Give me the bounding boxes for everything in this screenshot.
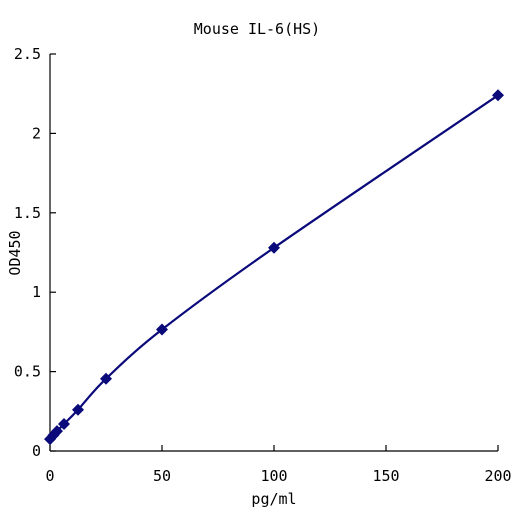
data-point-marker	[72, 403, 84, 416]
data-point-marker	[268, 241, 280, 254]
data-point-marker	[156, 323, 168, 336]
y-tick-label: 2	[32, 124, 41, 142]
x-tick-label: 50	[153, 467, 171, 485]
x-tick-label: 200	[484, 467, 511, 485]
data-markers	[44, 89, 504, 446]
y-axis-label: OD450	[6, 230, 24, 275]
y-tick-label: 1	[32, 283, 41, 301]
data-point-marker	[100, 372, 112, 385]
fit-curve	[49, 94, 499, 440]
data-point-marker	[58, 418, 70, 431]
x-tick-label: 150	[372, 467, 399, 485]
data-point-marker	[492, 89, 504, 102]
y-tick-label: 0	[32, 442, 41, 460]
y-tick-label: 1.5	[14, 204, 41, 222]
x-tick-label: 100	[260, 467, 287, 485]
x-axis-label: pg/ml	[251, 490, 296, 508]
y-tick-label: 2.5	[14, 45, 41, 63]
chart-title: Mouse IL-6(HS)	[194, 20, 320, 38]
y-ticks: 0 0.5 1 1.5 2 2.5	[14, 45, 56, 460]
x-tick-label: 0	[45, 467, 54, 485]
x-ticks: 0 50 100 150 200	[45, 445, 512, 485]
y-tick-label: 0.5	[14, 363, 41, 381]
data-point-marker	[51, 425, 63, 438]
